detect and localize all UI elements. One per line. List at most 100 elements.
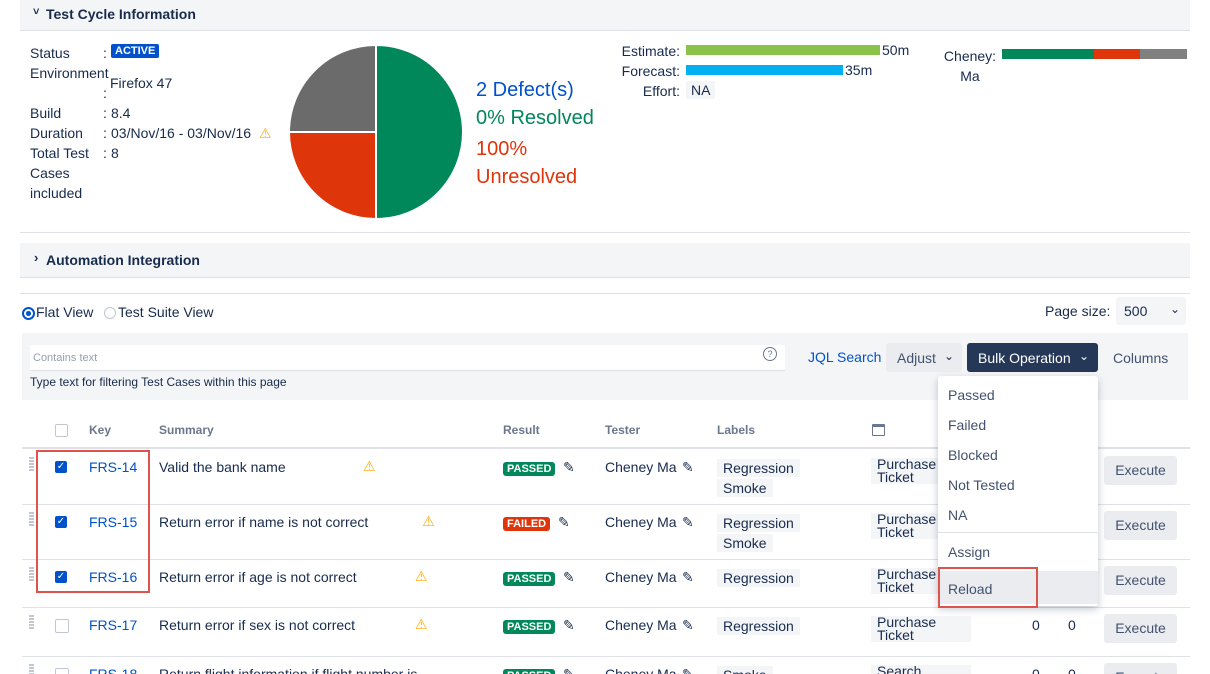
column-header[interactable]: Result	[503, 423, 540, 437]
estimate-value: 50m	[882, 42, 910, 58]
colon: :	[103, 105, 107, 121]
tester: Cheney Ma	[605, 666, 677, 674]
defect-pie	[287, 43, 464, 221]
warning-icon: ⚠	[414, 568, 428, 584]
page-size-label: Page size:	[1045, 303, 1111, 319]
edit-icon[interactable]: ✎	[563, 666, 575, 674]
section-title[interactable]: Test Cycle Information	[46, 6, 196, 22]
colon: :	[103, 85, 107, 101]
bulk-button[interactable]: Bulk Operation ⌄	[967, 343, 1098, 372]
label: Adjust	[897, 350, 936, 366]
label-chip: Regression	[717, 617, 800, 635]
edit-icon[interactable]: ✎	[682, 666, 694, 674]
field-label: Build	[30, 105, 62, 121]
column-header[interactable]: Tester	[605, 423, 641, 437]
tester-bar-segment	[1140, 49, 1187, 59]
view-option[interactable]: Flat View	[36, 304, 94, 320]
field-value: 8.4	[111, 105, 131, 121]
edit-icon[interactable]: ✎	[682, 459, 694, 475]
execute-button[interactable]: Execute	[1104, 456, 1177, 485]
page-size-select[interactable]: 500 ⌄	[1116, 297, 1186, 325]
summary: Return error if age is not correct	[159, 569, 357, 585]
issue-key[interactable]: FRS-18	[89, 666, 138, 674]
row-divider	[22, 559, 1190, 560]
row-checkbox[interactable]	[55, 619, 69, 633]
view-option[interactable]: Test Suite View	[118, 304, 214, 320]
placeholder: Contains text	[33, 352, 98, 364]
edit-icon[interactable]: ✎	[563, 459, 575, 475]
header-checkbox[interactable]	[55, 424, 68, 437]
menu-item[interactable]: Not Tested	[948, 477, 1015, 493]
issue-key[interactable]: FRS-15	[89, 514, 138, 530]
menu-item[interactable]: NA	[948, 507, 968, 523]
component: Purchase Ticket	[871, 615, 971, 642]
edit-icon[interactable]: ✎	[563, 569, 575, 585]
row-checkbox[interactable]: ✓	[55, 571, 67, 583]
drag-handle	[29, 457, 34, 471]
pie-slice	[287, 43, 377, 133]
column-header[interactable]: Labels	[717, 423, 756, 437]
execute-button[interactable]: Execute	[1104, 511, 1177, 540]
label-chip: Smoke	[717, 666, 773, 674]
forecast-label: Forecast:	[621, 63, 680, 79]
edit-icon[interactable]: ✎	[558, 514, 570, 530]
result-badge: PASSED	[503, 572, 556, 586]
radio[interactable]	[104, 307, 116, 319]
radio[interactable]	[22, 307, 35, 320]
help-icon[interactable]: ?	[763, 347, 777, 361]
colon: :	[103, 145, 107, 161]
row-checkbox[interactable]: ✓	[55, 516, 67, 528]
menu-item[interactable]: Passed	[948, 387, 995, 403]
defect-count[interactable]: 2 Defect(s)	[476, 79, 574, 101]
column-header[interactable]: Key	[89, 423, 112, 437]
page-size-value: 500	[1124, 303, 1148, 319]
execute-button[interactable]: Execute	[1104, 663, 1177, 674]
colon: :	[103, 45, 107, 61]
adjust-button[interactable]: Adjust ⌄	[886, 343, 962, 372]
summary: Return error if sex is not correct	[159, 617, 356, 633]
edit-icon[interactable]: ✎	[682, 569, 694, 585]
section-title[interactable]: Automation Integration	[46, 252, 200, 268]
execute-button[interactable]: Execute	[1104, 614, 1177, 643]
filter-input[interactable]: Contains text?	[30, 345, 785, 371]
caret: ⌄	[1170, 302, 1181, 316]
caret: ⌄	[944, 349, 955, 363]
tester-bar-segment	[1002, 49, 1094, 59]
field-label: Duration	[30, 125, 83, 141]
jql-search[interactable]: JQL Search	[808, 349, 882, 365]
menu-hover	[938, 571, 1098, 604]
tester: Cheney Ma	[605, 514, 677, 530]
menu-item[interactable]: Failed	[948, 417, 987, 433]
column-header[interactable]: Summary	[159, 423, 214, 437]
divider	[22, 447, 1190, 449]
section-header	[20, 243, 1190, 278]
forecast-bar	[686, 65, 843, 75]
issue-key[interactable]: FRS-16	[89, 569, 138, 585]
menu-item[interactable]: Blocked	[948, 447, 998, 463]
label: Bulk Operation	[978, 350, 1071, 366]
effort-label: Effort:	[642, 83, 680, 99]
warning-icon: ⚠	[259, 125, 272, 141]
edit-icon[interactable]: ✎	[563, 617, 575, 633]
pie-slice	[287, 131, 377, 221]
label-chip: Smoke	[717, 479, 773, 497]
menu-item[interactable]: Reload	[948, 581, 993, 597]
menu-item[interactable]: Assign	[948, 544, 991, 560]
edit-icon[interactable]: ✎	[682, 514, 694, 530]
field-label: Environment	[30, 65, 109, 81]
issue-key[interactable]: FRS-14	[89, 459, 138, 475]
section-header	[20, 0, 1190, 31]
edit-icon[interactable]: ✎	[682, 617, 694, 633]
issue-key[interactable]: FRS-17	[89, 617, 138, 633]
tester: Cheney Ma	[605, 459, 677, 475]
summary: Valid the bank name	[159, 459, 286, 475]
columns-button[interactable]: Columns	[1113, 350, 1169, 366]
summary: Return flight information if flight numb…	[159, 666, 418, 674]
caret: ⌄	[1079, 349, 1090, 363]
component: Search	[871, 664, 971, 674]
execute-button[interactable]: Execute	[1104, 566, 1177, 595]
drag-handle	[29, 664, 34, 674]
row-checkbox[interactable]	[55, 668, 69, 674]
tester-bar-segment	[1094, 49, 1140, 59]
row-checkbox[interactable]: ✓	[55, 461, 67, 473]
